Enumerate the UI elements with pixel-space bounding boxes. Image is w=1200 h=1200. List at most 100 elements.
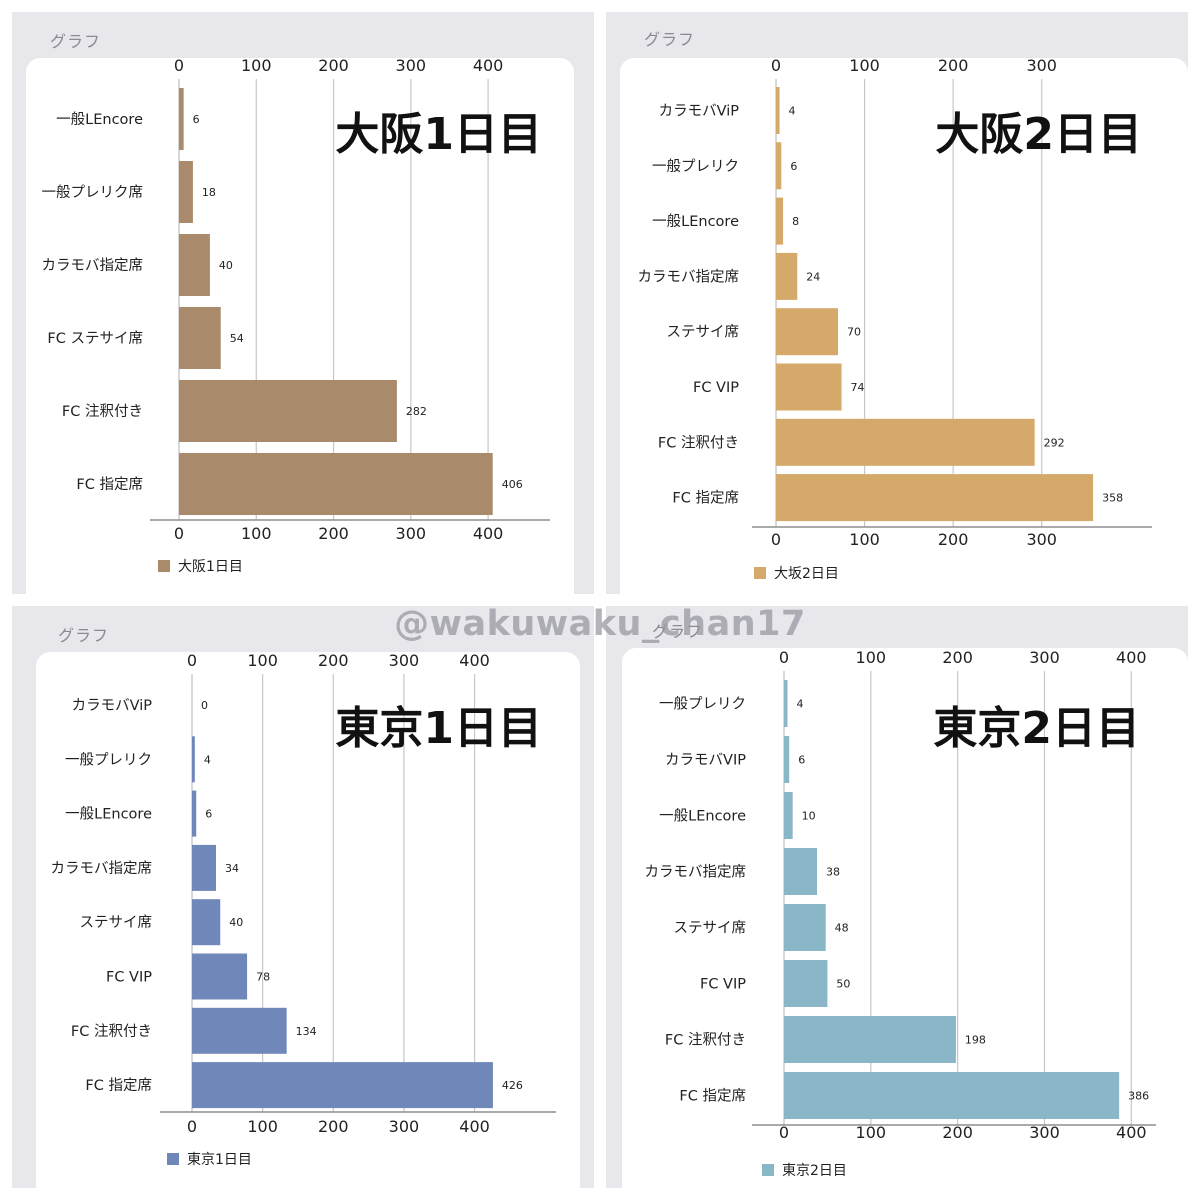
bar <box>784 1016 956 1063</box>
category-label: FC 指定席 <box>672 490 739 507</box>
category-label: 一般プレリク <box>652 158 739 175</box>
bar <box>776 308 838 356</box>
bar <box>192 736 195 783</box>
top-tick-label: 0 <box>174 56 184 75</box>
value-label: 40 <box>229 916 243 929</box>
legend-swatch <box>762 1164 774 1176</box>
top-tick-label: 100 <box>849 56 880 75</box>
bar-chart-osaka-day2: 0 0 100 100 200 200 300 300 カラモバViP 4 一般プレリク 6 一般LEn… <box>638 56 1152 582</box>
bar <box>776 197 784 245</box>
value-label: 40 <box>219 259 233 272</box>
bar <box>784 1072 1120 1119</box>
value-label: 38 <box>826 866 840 879</box>
bottom-tick-label: 300 <box>1029 1123 1060 1142</box>
bar <box>192 899 221 946</box>
bottom-tick-label: 100 <box>241 524 272 543</box>
category-label: FC VIP <box>693 380 739 396</box>
category-label: 一般プレリク席 <box>42 184 144 201</box>
top-tick-label: 200 <box>318 651 349 670</box>
bottom-tick-label: 100 <box>856 1123 887 1142</box>
bottom-tick-label: 0 <box>771 530 781 549</box>
category-label: FC 注釈付き <box>71 1023 152 1040</box>
bar <box>192 844 217 891</box>
category-label: FC 指定席 <box>679 1088 746 1105</box>
top-tick-label: 200 <box>938 56 969 75</box>
bar <box>179 234 210 296</box>
legend-swatch <box>158 560 170 572</box>
chart-panel-osaka-day1: グラフ 0 0 100 100 200 200 300 300 400 400 一般LEncore 6… <box>12 12 594 594</box>
top-tick-label: 400 <box>473 56 504 75</box>
bottom-tick-label: 300 <box>396 524 427 543</box>
category-label: カラモバVIP <box>665 753 746 769</box>
category-label: 一般LEncore <box>56 111 143 128</box>
top-tick-label: 100 <box>241 56 272 75</box>
value-label: 4 <box>796 698 803 711</box>
top-tick-label: 300 <box>1026 56 1057 75</box>
value-label: 4 <box>789 105 796 118</box>
bottom-tick-label: 0 <box>779 1123 789 1142</box>
panel-title: グラフ <box>58 626 110 645</box>
value-label: 358 <box>1102 492 1123 505</box>
legend-swatch <box>167 1153 179 1165</box>
category-label: カラモバ指定席 <box>42 257 144 274</box>
bottom-tick-label: 200 <box>318 1117 349 1136</box>
bar <box>776 142 782 190</box>
bar <box>179 307 221 369</box>
category-label: カラモバViP <box>72 698 153 714</box>
legend-label: 東京1日目 <box>187 1152 252 1168</box>
chart-big-label: 大阪1日目 <box>335 109 542 160</box>
chart-big-label: 東京1日目 <box>335 703 542 754</box>
bar <box>776 252 798 300</box>
bar <box>784 792 793 839</box>
bottom-tick-label: 0 <box>174 524 184 543</box>
panel-title: グラフ <box>644 30 696 49</box>
top-tick-label: 200 <box>942 648 973 667</box>
value-label: 34 <box>225 862 239 875</box>
category-label: ステサイ席 <box>667 324 740 341</box>
panel-title: グラフ <box>652 622 704 641</box>
category-label: FC 指定席 <box>76 476 143 493</box>
bar <box>784 904 826 951</box>
value-label: 282 <box>406 405 427 418</box>
bottom-tick-label: 0 <box>187 1117 197 1136</box>
bar <box>784 736 790 783</box>
category-label: FC 注釈付き <box>62 403 143 420</box>
bottom-tick-label: 200 <box>942 1123 973 1142</box>
bar <box>179 88 184 150</box>
category-label: 一般LEncore <box>652 213 739 230</box>
bottom-tick-label: 200 <box>938 530 969 549</box>
bar <box>179 453 493 515</box>
category-label: カラモバ指定席 <box>51 860 153 877</box>
category-label: FC 注釈付き <box>658 434 739 451</box>
top-tick-label: 300 <box>389 651 420 670</box>
top-tick-label: 100 <box>856 648 887 667</box>
category-label: 一般プレリク <box>65 751 152 768</box>
bottom-tick-label: 300 <box>389 1117 420 1136</box>
category-label: FC 指定席 <box>85 1077 152 1094</box>
chart-big-label: 大阪2日目 <box>935 109 1142 160</box>
value-label: 6 <box>193 113 200 126</box>
bar <box>192 1007 287 1054</box>
top-tick-label: 300 <box>1029 648 1060 667</box>
category-label: ステサイ席 <box>80 914 153 931</box>
bar <box>784 960 828 1007</box>
value-label: 10 <box>802 810 816 823</box>
top-tick-label: 300 <box>396 56 427 75</box>
value-label: 78 <box>256 971 270 984</box>
legend-label: 大坂2日目 <box>774 566 839 582</box>
top-tick-label: 0 <box>771 56 781 75</box>
category-label: カラモバ指定席 <box>645 864 747 881</box>
value-label: 24 <box>806 270 820 283</box>
value-label: 426 <box>502 1079 523 1092</box>
value-label: 54 <box>230 332 244 345</box>
value-label: 292 <box>1044 436 1065 449</box>
legend-swatch <box>754 567 766 579</box>
bottom-tick-label: 100 <box>849 530 880 549</box>
legend-label: 東京2日目 <box>782 1163 847 1179</box>
bar <box>179 380 397 442</box>
bar <box>179 161 193 223</box>
bar-chart-tokyo-day1: 0 0 100 100 200 200 300 300 400 400 カラモバViP 0 一般プレリク… <box>51 651 556 1168</box>
bottom-tick-label: 400 <box>459 1117 490 1136</box>
bottom-tick-label: 200 <box>318 524 349 543</box>
top-tick-label: 0 <box>187 651 197 670</box>
